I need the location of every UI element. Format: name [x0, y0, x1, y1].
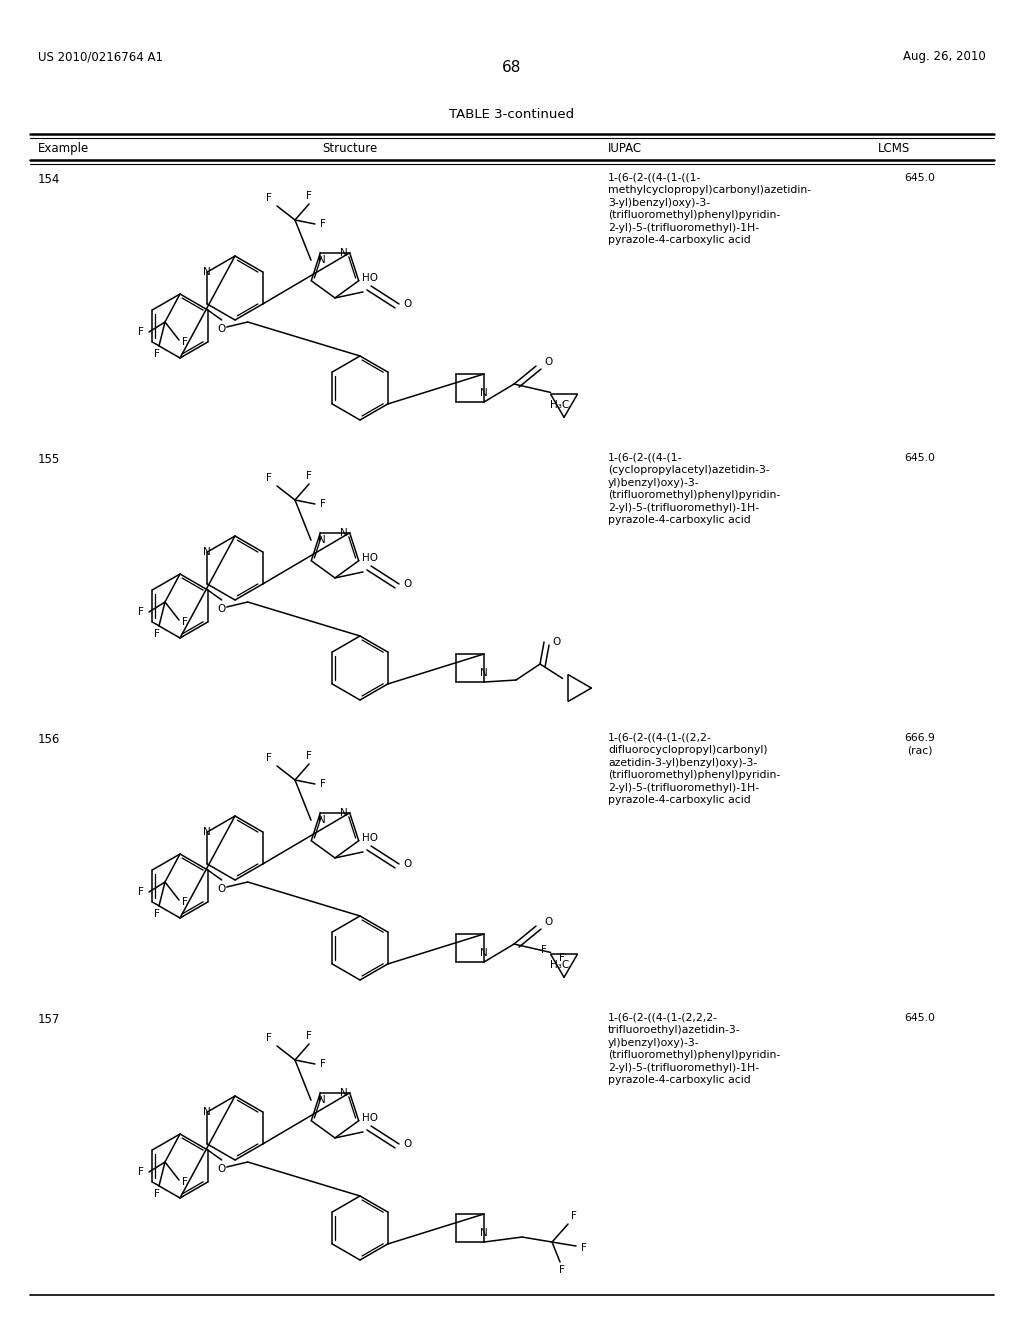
Text: HO: HO	[362, 833, 378, 843]
Text: O: O	[403, 1139, 412, 1148]
Text: O: O	[217, 1164, 226, 1173]
Text: HO: HO	[362, 273, 378, 282]
Text: F: F	[138, 607, 144, 616]
Text: 1-(6-(2-((4-(1-(2,2,2-
trifluoroethyl)azetidin-3-
yl)benzyl)oxy)-3-
(trifluorome: 1-(6-(2-((4-(1-(2,2,2- trifluoroethyl)az…	[608, 1012, 780, 1085]
Text: N: N	[318, 1094, 327, 1105]
Text: O: O	[403, 298, 412, 309]
Text: F: F	[321, 499, 326, 510]
Text: 156: 156	[38, 733, 60, 746]
Text: F: F	[154, 909, 160, 919]
Text: 645.0: 645.0	[904, 173, 936, 183]
Text: F: F	[154, 348, 160, 359]
Text: F: F	[306, 1031, 312, 1041]
Text: F: F	[306, 751, 312, 762]
Text: N: N	[340, 808, 348, 818]
Text: 157: 157	[38, 1012, 60, 1026]
Text: F: F	[138, 1167, 144, 1177]
Text: F: F	[321, 219, 326, 228]
Text: F: F	[266, 1034, 272, 1043]
Text: N: N	[318, 814, 327, 825]
Text: N: N	[204, 1107, 211, 1117]
Text: TABLE 3-continued: TABLE 3-continued	[450, 108, 574, 121]
Text: N: N	[318, 535, 327, 545]
Text: F: F	[154, 1189, 160, 1199]
Text: N: N	[204, 546, 211, 557]
Text: F: F	[321, 779, 326, 789]
Text: O: O	[544, 917, 552, 927]
Text: 645.0: 645.0	[904, 453, 936, 463]
Text: F: F	[571, 1210, 577, 1221]
Text: O: O	[544, 356, 552, 367]
Text: F: F	[182, 898, 188, 907]
Text: H₃C: H₃C	[550, 961, 569, 970]
Text: F: F	[138, 887, 144, 898]
Text: HO: HO	[362, 1113, 378, 1123]
Text: N: N	[340, 248, 348, 257]
Text: 1-(6-(2-((4-(1-((2,2-
difluorocyclopropyl)carbonyl)
azetidin-3-yl)benzyl)oxy)-3-: 1-(6-(2-((4-(1-((2,2- difluorocyclopropy…	[608, 733, 780, 805]
Text: O: O	[217, 323, 226, 334]
Text: F: F	[541, 945, 547, 956]
Text: IUPAC: IUPAC	[608, 143, 642, 154]
Text: N: N	[340, 1088, 348, 1098]
Text: O: O	[217, 605, 226, 614]
Text: 154: 154	[38, 173, 60, 186]
Text: LCMS: LCMS	[878, 143, 910, 154]
Text: F: F	[559, 1265, 565, 1275]
Text: F: F	[321, 1059, 326, 1069]
Text: 1-(6-(2-((4-(1-((1-
methylcyclopropyl)carbonyl)azetidin-
3-yl)benzyl)oxy)-3-
(tr: 1-(6-(2-((4-(1-((1- methylcyclopropyl)ca…	[608, 173, 811, 246]
Text: N: N	[204, 267, 211, 277]
Text: N: N	[480, 668, 487, 678]
Text: 645.0: 645.0	[904, 1012, 936, 1023]
Text: Aug. 26, 2010: Aug. 26, 2010	[903, 50, 986, 63]
Text: F: F	[266, 193, 272, 203]
Text: N: N	[480, 388, 487, 399]
Text: H₃C: H₃C	[550, 400, 569, 411]
Text: N: N	[318, 255, 327, 265]
Text: F: F	[559, 953, 564, 964]
Text: Example: Example	[38, 143, 89, 154]
Text: HO: HO	[362, 553, 378, 562]
Text: F: F	[306, 191, 312, 201]
Text: N: N	[480, 1228, 487, 1238]
Text: US 2010/0216764 A1: US 2010/0216764 A1	[38, 50, 163, 63]
Text: 1-(6-(2-((4-(1-
(cyclopropylacetyl)azetidin-3-
yl)benzyl)oxy)-3-
(trifluoromethy: 1-(6-(2-((4-(1- (cyclopropylacetyl)azeti…	[608, 453, 780, 525]
Text: F: F	[154, 630, 160, 639]
Text: F: F	[306, 471, 312, 480]
Text: F: F	[182, 616, 188, 627]
Text: N: N	[204, 828, 211, 837]
Text: N: N	[480, 948, 487, 958]
Text: F: F	[182, 1177, 188, 1187]
Text: O: O	[552, 638, 560, 647]
Text: F: F	[182, 337, 188, 347]
Text: 68: 68	[503, 59, 521, 75]
Text: F: F	[138, 327, 144, 337]
Text: Structure: Structure	[323, 143, 378, 154]
Text: N: N	[340, 528, 348, 537]
Text: O: O	[217, 884, 226, 894]
Text: 666.9
(rac): 666.9 (rac)	[904, 733, 936, 755]
Text: F: F	[266, 473, 272, 483]
Text: 155: 155	[38, 453, 60, 466]
Text: F: F	[581, 1243, 587, 1253]
Text: O: O	[403, 579, 412, 589]
Text: F: F	[266, 752, 272, 763]
Text: O: O	[403, 859, 412, 869]
